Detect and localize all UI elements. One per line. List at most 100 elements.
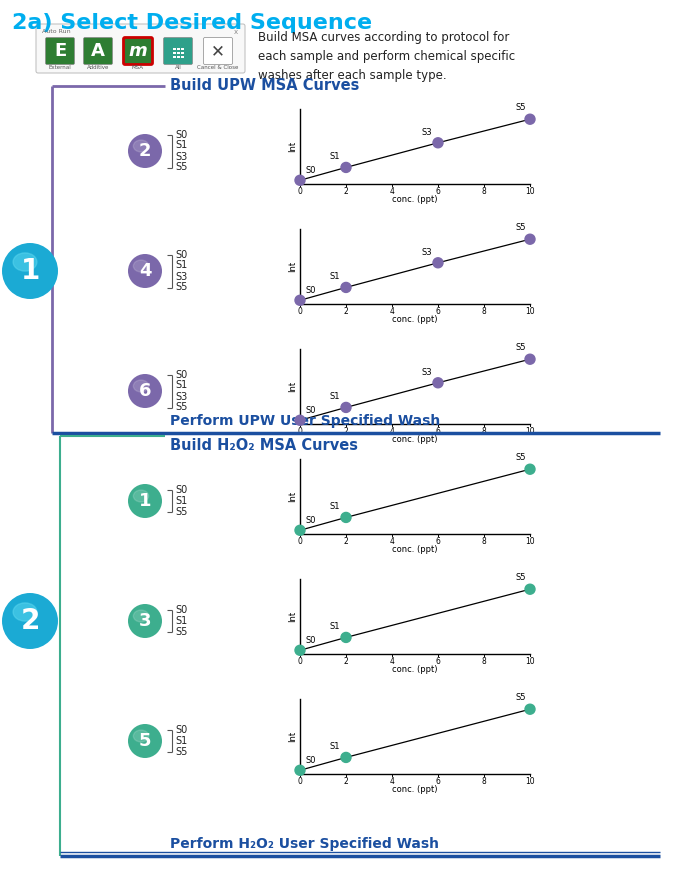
FancyBboxPatch shape — [173, 47, 176, 50]
FancyBboxPatch shape — [177, 55, 179, 58]
Text: 8: 8 — [482, 536, 486, 545]
Text: 3: 3 — [139, 612, 152, 630]
Text: 6: 6 — [436, 427, 441, 436]
Ellipse shape — [133, 490, 149, 502]
Text: External: External — [49, 65, 72, 70]
Text: 8: 8 — [482, 307, 486, 315]
Text: m: m — [129, 42, 147, 60]
Text: 6: 6 — [436, 657, 441, 666]
Text: S5: S5 — [175, 403, 188, 413]
Text: 4: 4 — [390, 536, 395, 545]
Circle shape — [295, 176, 305, 185]
Circle shape — [341, 162, 351, 173]
Circle shape — [433, 378, 443, 388]
FancyBboxPatch shape — [177, 52, 179, 54]
Text: S1: S1 — [329, 152, 340, 161]
Text: 8: 8 — [482, 427, 486, 436]
Text: Perform H₂O₂ User Specified Wash: Perform H₂O₂ User Specified Wash — [170, 837, 439, 851]
Ellipse shape — [133, 610, 149, 622]
Circle shape — [525, 584, 535, 594]
Text: S5: S5 — [516, 103, 526, 112]
Circle shape — [525, 114, 535, 124]
Text: Int: Int — [288, 141, 297, 151]
Text: S0: S0 — [175, 249, 187, 259]
Text: 10: 10 — [525, 427, 535, 436]
Text: All: All — [174, 65, 181, 70]
Text: S0: S0 — [306, 286, 316, 295]
Text: 0: 0 — [297, 536, 302, 545]
Text: S5: S5 — [175, 507, 188, 517]
Circle shape — [128, 484, 162, 518]
Text: 2: 2 — [343, 536, 348, 545]
FancyBboxPatch shape — [173, 55, 176, 58]
Text: 6: 6 — [436, 536, 441, 545]
Text: Int: Int — [288, 610, 297, 622]
Circle shape — [128, 724, 162, 758]
Circle shape — [341, 282, 351, 292]
Text: S1: S1 — [175, 380, 187, 390]
Ellipse shape — [133, 260, 149, 272]
FancyBboxPatch shape — [181, 55, 183, 58]
Text: Perform UPW User Specified Wash: Perform UPW User Specified Wash — [170, 414, 440, 428]
Text: S1: S1 — [175, 616, 187, 626]
Circle shape — [128, 374, 162, 408]
Ellipse shape — [133, 380, 149, 392]
Ellipse shape — [133, 730, 149, 742]
FancyBboxPatch shape — [181, 52, 183, 54]
Text: 10: 10 — [525, 536, 535, 545]
Text: S0: S0 — [306, 167, 316, 176]
Text: S5: S5 — [175, 627, 188, 637]
Text: S0: S0 — [175, 129, 187, 140]
Text: 10: 10 — [525, 186, 535, 195]
Text: S1: S1 — [175, 141, 187, 151]
Circle shape — [433, 257, 443, 268]
FancyBboxPatch shape — [83, 37, 113, 64]
Text: 2: 2 — [20, 607, 40, 635]
Text: ✕: ✕ — [211, 42, 225, 60]
Text: Int: Int — [288, 490, 297, 502]
Circle shape — [525, 704, 535, 715]
Text: 4: 4 — [390, 307, 395, 315]
Text: S0: S0 — [175, 370, 187, 380]
Circle shape — [525, 355, 535, 364]
Text: S0: S0 — [175, 485, 187, 495]
Circle shape — [341, 752, 351, 763]
Text: 2: 2 — [343, 657, 348, 666]
Text: 8: 8 — [482, 186, 486, 195]
Text: S0: S0 — [306, 516, 316, 526]
Text: 2a) Select Desired Sequence: 2a) Select Desired Sequence — [12, 13, 372, 33]
Text: S5: S5 — [516, 573, 526, 582]
Text: S1: S1 — [329, 623, 340, 632]
Text: 5: 5 — [139, 732, 152, 750]
Text: 2: 2 — [343, 776, 348, 786]
Text: S3: S3 — [175, 151, 187, 161]
Circle shape — [525, 234, 535, 244]
Text: Build H₂O₂ MSA Curves: Build H₂O₂ MSA Curves — [170, 438, 358, 453]
Circle shape — [2, 593, 58, 649]
FancyBboxPatch shape — [45, 37, 74, 64]
Text: 0: 0 — [297, 307, 302, 315]
Circle shape — [433, 138, 443, 148]
Text: MSA: MSA — [132, 65, 144, 70]
Text: S1: S1 — [329, 503, 340, 511]
Text: S5: S5 — [516, 343, 526, 352]
Text: 6: 6 — [436, 307, 441, 315]
Text: 2: 2 — [343, 307, 348, 315]
Text: 0: 0 — [297, 776, 302, 786]
Text: S5: S5 — [175, 162, 188, 173]
FancyBboxPatch shape — [173, 52, 176, 54]
Text: 4: 4 — [390, 657, 395, 666]
Ellipse shape — [13, 603, 37, 621]
Text: 8: 8 — [482, 776, 486, 786]
Text: S0: S0 — [175, 605, 187, 615]
FancyBboxPatch shape — [163, 37, 193, 64]
Text: Additive: Additive — [87, 65, 109, 70]
Text: S0: S0 — [175, 725, 187, 735]
Text: 4: 4 — [390, 186, 395, 195]
Text: 6: 6 — [436, 776, 441, 786]
Text: S1: S1 — [329, 392, 340, 402]
Text: conc. (ppt): conc. (ppt) — [392, 666, 438, 674]
Text: 6: 6 — [436, 186, 441, 195]
Text: S1: S1 — [175, 496, 187, 506]
Text: 2: 2 — [343, 186, 348, 195]
